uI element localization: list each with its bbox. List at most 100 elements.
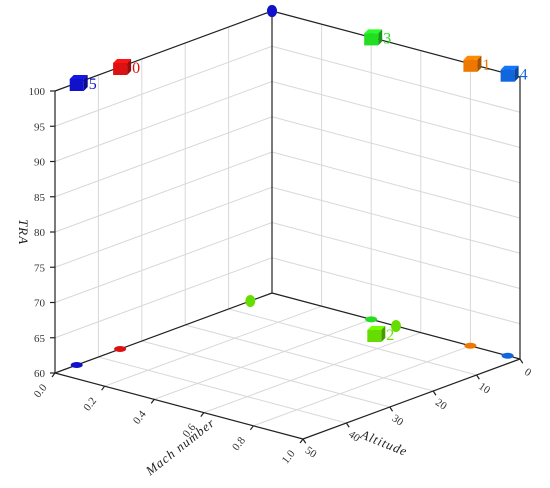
z-tick-label: 60 xyxy=(34,368,46,380)
grid-lines xyxy=(54,10,521,440)
y-tick-label: 0.4 xyxy=(131,408,149,427)
x-tick-mark xyxy=(302,438,307,444)
axis-frame xyxy=(50,10,524,444)
axis-edge xyxy=(54,292,273,374)
data-point-top xyxy=(69,75,88,79)
axis-edge xyxy=(54,10,273,92)
data-point-side xyxy=(381,326,386,342)
floor-grid-line xyxy=(185,324,434,392)
data-point-face xyxy=(367,330,382,342)
wall-grid-line xyxy=(271,151,521,219)
data-point xyxy=(69,75,88,91)
wall-projection-marker xyxy=(245,295,256,307)
point-label: 2 xyxy=(386,327,394,344)
floor-projection-marker xyxy=(464,342,477,349)
wall-grid-line xyxy=(271,45,521,113)
data-point-side xyxy=(514,65,519,82)
data-point xyxy=(113,59,132,75)
x-tick-mark xyxy=(345,422,350,428)
y-tick-label: 0.2 xyxy=(81,395,99,413)
data-point-face xyxy=(113,63,128,75)
floor-grid-line xyxy=(253,345,471,427)
floor-grid-line xyxy=(104,305,322,387)
z-tick-label: 95 xyxy=(34,121,46,133)
wall-grid-line xyxy=(54,257,273,339)
data-point-face xyxy=(69,79,84,91)
data-markers xyxy=(69,29,519,342)
floor-grid-line xyxy=(203,332,421,414)
z-tick-label: 90 xyxy=(34,157,46,169)
x-tick-mark xyxy=(389,406,394,412)
data-point xyxy=(463,55,482,72)
data-point-face xyxy=(364,33,379,46)
y-tick-mark xyxy=(101,385,106,391)
z-tick-label: 70 xyxy=(34,298,46,310)
data-point-side xyxy=(83,75,88,91)
data-point-top xyxy=(500,65,519,70)
axis-edge xyxy=(54,372,304,440)
wall-grid-line xyxy=(54,81,273,162)
x-tick-mark xyxy=(432,390,437,396)
data-point-top xyxy=(113,59,132,63)
data-point xyxy=(367,326,386,342)
x-tick-mark xyxy=(476,374,480,380)
wall-grid-line xyxy=(54,45,273,127)
wall-projection-marker xyxy=(267,5,277,17)
floor-grid-line xyxy=(98,356,347,424)
z-tick-label: 80 xyxy=(34,227,46,239)
y-tick-mark xyxy=(200,412,205,417)
floor-projection-marker xyxy=(501,352,514,359)
data-point-top xyxy=(367,326,386,330)
data-point-side xyxy=(378,29,383,46)
wall-grid-line xyxy=(271,257,521,325)
x-tick-mark xyxy=(519,358,524,364)
data-point xyxy=(364,29,383,46)
x-tick-label: 50 xyxy=(303,444,319,460)
data-point-side xyxy=(127,59,132,75)
x-tick-label: 10 xyxy=(476,380,492,396)
floor-projection-marker xyxy=(70,362,83,368)
z-axis-label: TRA xyxy=(16,219,31,245)
wall-grid-line xyxy=(54,222,273,303)
floor-grid-line xyxy=(228,308,477,376)
data-point xyxy=(500,65,519,82)
point-label: 4 xyxy=(520,67,528,84)
y-tick-mark xyxy=(150,399,155,404)
point-labels: 0 1 2 3 4 5 xyxy=(89,30,528,344)
y-tick-label: 0.8 xyxy=(230,434,248,453)
floor-grid-line xyxy=(154,318,372,400)
floor-grid-line xyxy=(141,340,390,408)
data-point-face xyxy=(500,69,515,82)
y-tick-mark xyxy=(51,372,56,378)
x-tick-label: 0 xyxy=(522,366,534,379)
wall-grid-line xyxy=(271,116,521,184)
data-point-face xyxy=(463,59,478,72)
wall-grid-line xyxy=(54,186,273,268)
z-tick-label: 75 xyxy=(34,262,46,274)
point-label: 1 xyxy=(482,57,490,74)
y-tick-mark xyxy=(249,425,254,431)
wall-grid-line xyxy=(271,81,521,148)
y-axis-label: Mach number xyxy=(142,415,218,479)
z-tick-label: 65 xyxy=(34,333,46,345)
point-label: 3 xyxy=(383,30,391,47)
data-point-top xyxy=(463,55,482,60)
y-tick-label: 1.0 xyxy=(280,448,298,467)
point-label: 5 xyxy=(89,76,97,93)
x-tick-label: 20 xyxy=(433,396,449,412)
z-tick-label: 100 xyxy=(29,86,46,98)
axis-edge xyxy=(302,358,521,440)
data-point-top xyxy=(364,29,383,34)
wall-grid-line xyxy=(54,116,273,198)
wall-projection-marker xyxy=(391,320,401,332)
x-axis-label: Altitude xyxy=(358,426,410,459)
point-label: 0 xyxy=(132,60,140,77)
wall-grid-line xyxy=(271,222,521,289)
y-tick-mark xyxy=(299,438,304,444)
y-tick-label: 0.0 xyxy=(32,382,50,401)
floor-projection-marker xyxy=(365,316,378,323)
wall-grid-line xyxy=(54,151,273,233)
x-tick-label: 30 xyxy=(390,412,406,428)
